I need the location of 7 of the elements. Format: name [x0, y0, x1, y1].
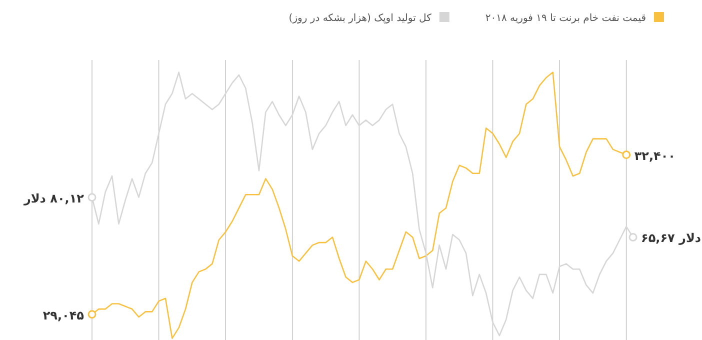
- legend-label: کل تولید اوپک (هزار بشکه در روز): [288, 13, 432, 24]
- annotation: دلار ۶۵,۶۷: [628, 231, 702, 246]
- annotation: ۲۹,۰۴۵: [42, 308, 96, 322]
- annotation: ۳۲,۴۰۰: [622, 148, 676, 163]
- legend-label: قیمت نفت خام برنت تا ۱۹ فوریه ۲۰۱۸: [485, 13, 646, 24]
- annotation: ۸۰,۱۲ دلار: [24, 191, 96, 206]
- annotation: ۳۲,۴۰۰: [634, 148, 676, 163]
